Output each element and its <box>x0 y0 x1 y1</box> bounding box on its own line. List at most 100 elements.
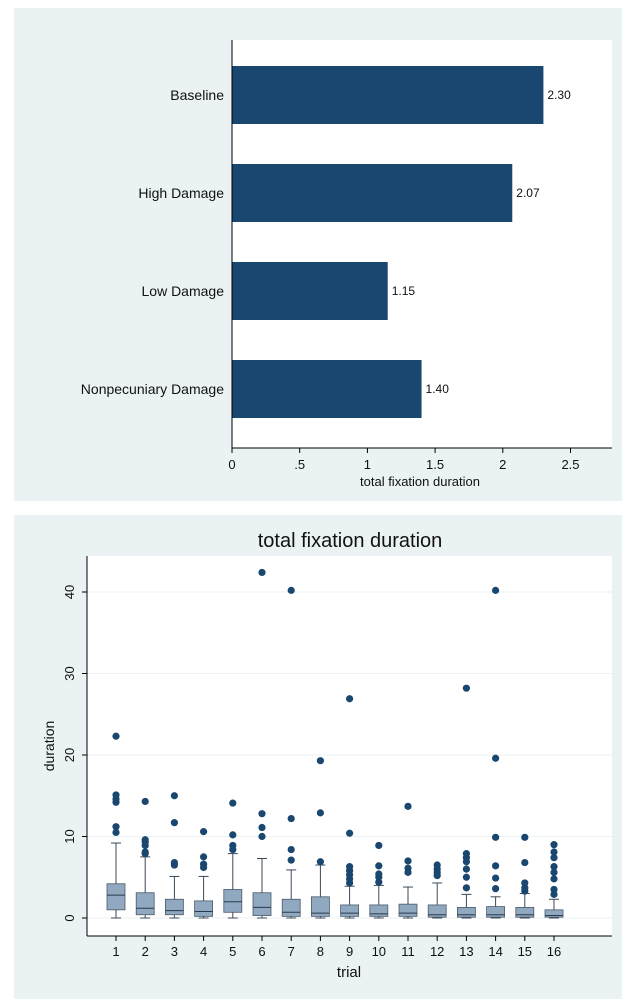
box-trial-13 <box>456 684 476 919</box>
box-outlier-point <box>375 841 383 850</box>
bar-4 <box>232 360 422 418</box>
box-outlier-point <box>492 833 500 841</box>
box-outlier-point <box>346 863 354 871</box>
bar-marks: 2.30 Baseline 2.07 High Damage 1.15 Low Damag… <box>81 66 571 418</box>
box-trial-6 <box>252 568 272 919</box>
box-outlier-point <box>287 845 295 854</box>
box-x-tick-label: 1 <box>112 944 119 959</box>
box-iqr <box>340 904 360 917</box>
box-outlier-point <box>404 802 412 810</box>
box-outlier-point <box>462 850 470 858</box>
box-x-tick-label: 14 <box>488 944 502 959</box>
box-y-axis-label: duration <box>41 721 57 772</box>
bar-3 <box>232 262 388 320</box>
box-y-tick-label: 40 <box>62 585 77 599</box>
bar-category-label: Nonpecuniary Damage <box>81 381 224 397</box>
box-x-tick-label: 4 <box>200 944 207 959</box>
box-outlier-point <box>200 828 208 836</box>
box-iqr <box>456 907 476 918</box>
box-trial-16 <box>544 841 564 919</box>
box-iqr <box>194 900 214 917</box>
box-outlier-point <box>550 868 558 876</box>
box-outlier-point <box>550 863 558 871</box>
bar-x-tick-label: 1 <box>364 457 371 472</box>
box-outlier-point <box>550 841 558 849</box>
box-outlier-point <box>462 884 470 892</box>
bar-value-label: 2.30 <box>547 88 571 102</box>
box-outlier-point <box>492 754 500 762</box>
box-outlier-point <box>258 823 266 832</box>
box-iqr <box>310 896 330 917</box>
box-x-axis-label: trial <box>337 964 361 981</box>
box-outlier-point <box>375 870 383 878</box>
box-outlier-point <box>200 853 208 861</box>
box-x-tick-label: 3 <box>171 944 178 959</box>
box-outlier-point <box>141 797 149 806</box>
box-y-tick-label: 20 <box>62 748 77 762</box>
box-iqr <box>223 889 243 913</box>
box-outlier-point <box>375 862 383 870</box>
box-trial-5 <box>223 799 243 919</box>
box-outlier-point <box>229 799 237 807</box>
box-x-tick-label: 8 <box>317 944 324 959</box>
bar-category-label: Low Damage <box>142 283 225 299</box>
box-outlier-point <box>521 879 529 887</box>
box-outlier-point <box>316 809 324 817</box>
box-outlier-point <box>170 858 178 867</box>
box-outlier-point <box>433 861 441 869</box>
box-outlier-point <box>521 833 529 841</box>
bar-value-label: 1.15 <box>392 284 416 298</box>
box-outlier-point <box>258 832 266 841</box>
box-iqr <box>515 907 535 918</box>
bar-x-tick-label: 0 <box>228 457 235 472</box>
box-outlier-point <box>200 860 208 868</box>
box-outlier-point <box>346 695 354 703</box>
box-outlier-point <box>550 885 558 894</box>
box-trial-15 <box>515 833 535 919</box>
box-x-tick-label: 7 <box>288 944 295 959</box>
bar-x-tick-label: 1.5 <box>426 457 444 472</box>
box-outlier-point <box>492 885 500 893</box>
box-iqr <box>427 904 447 918</box>
box-y-ticks: 0 10 20 30 40 <box>62 585 87 922</box>
box-trial-10 <box>369 841 389 919</box>
box-x-tick-label: 16 <box>547 944 561 959</box>
box-outlier-point <box>141 848 149 856</box>
box-x-tick-label: 9 <box>346 944 353 959</box>
box-outlier-point <box>287 856 295 864</box>
box-outlier-point <box>258 810 266 818</box>
box-outlier-point <box>492 586 500 594</box>
box-x-tick-label: 13 <box>459 944 473 959</box>
box-trial-14 <box>486 586 506 919</box>
box-outlier-point <box>112 828 120 837</box>
box-x-tick-label: 12 <box>430 944 444 959</box>
box-y-tick-label: 30 <box>62 666 77 680</box>
box-x-tick-label: 11 <box>401 944 415 959</box>
box-outlier-point <box>258 568 266 577</box>
bar-x-axis-label: total fixation duration <box>360 474 480 489</box>
box-trial-12 <box>427 861 447 919</box>
box-outlier-point <box>492 862 500 870</box>
box-outlier-point <box>550 875 558 883</box>
box-outlier-point <box>287 586 295 594</box>
box-outlier-point <box>229 831 237 839</box>
box-y-tick-label: 0 <box>62 914 77 921</box>
box-outlier-point <box>170 819 178 827</box>
box-x-tick-label: 6 <box>258 944 265 959</box>
box-x-tick-label: 15 <box>518 944 532 959</box>
box-iqr <box>135 892 155 916</box>
box-outlier-point <box>550 854 558 862</box>
box-outlier-point <box>112 823 120 831</box>
bar-2 <box>232 164 513 222</box>
box-trial-3 <box>164 792 184 919</box>
box-outlier-point <box>550 848 558 856</box>
box-trial-8 <box>310 757 330 919</box>
box-outlier-point <box>170 792 178 800</box>
box-outlier-point <box>462 684 470 692</box>
box-outlier-point <box>462 873 470 881</box>
box-outlier-point <box>287 814 295 823</box>
box-outlier-point <box>141 836 149 844</box>
box-trial-1 <box>106 732 126 919</box>
